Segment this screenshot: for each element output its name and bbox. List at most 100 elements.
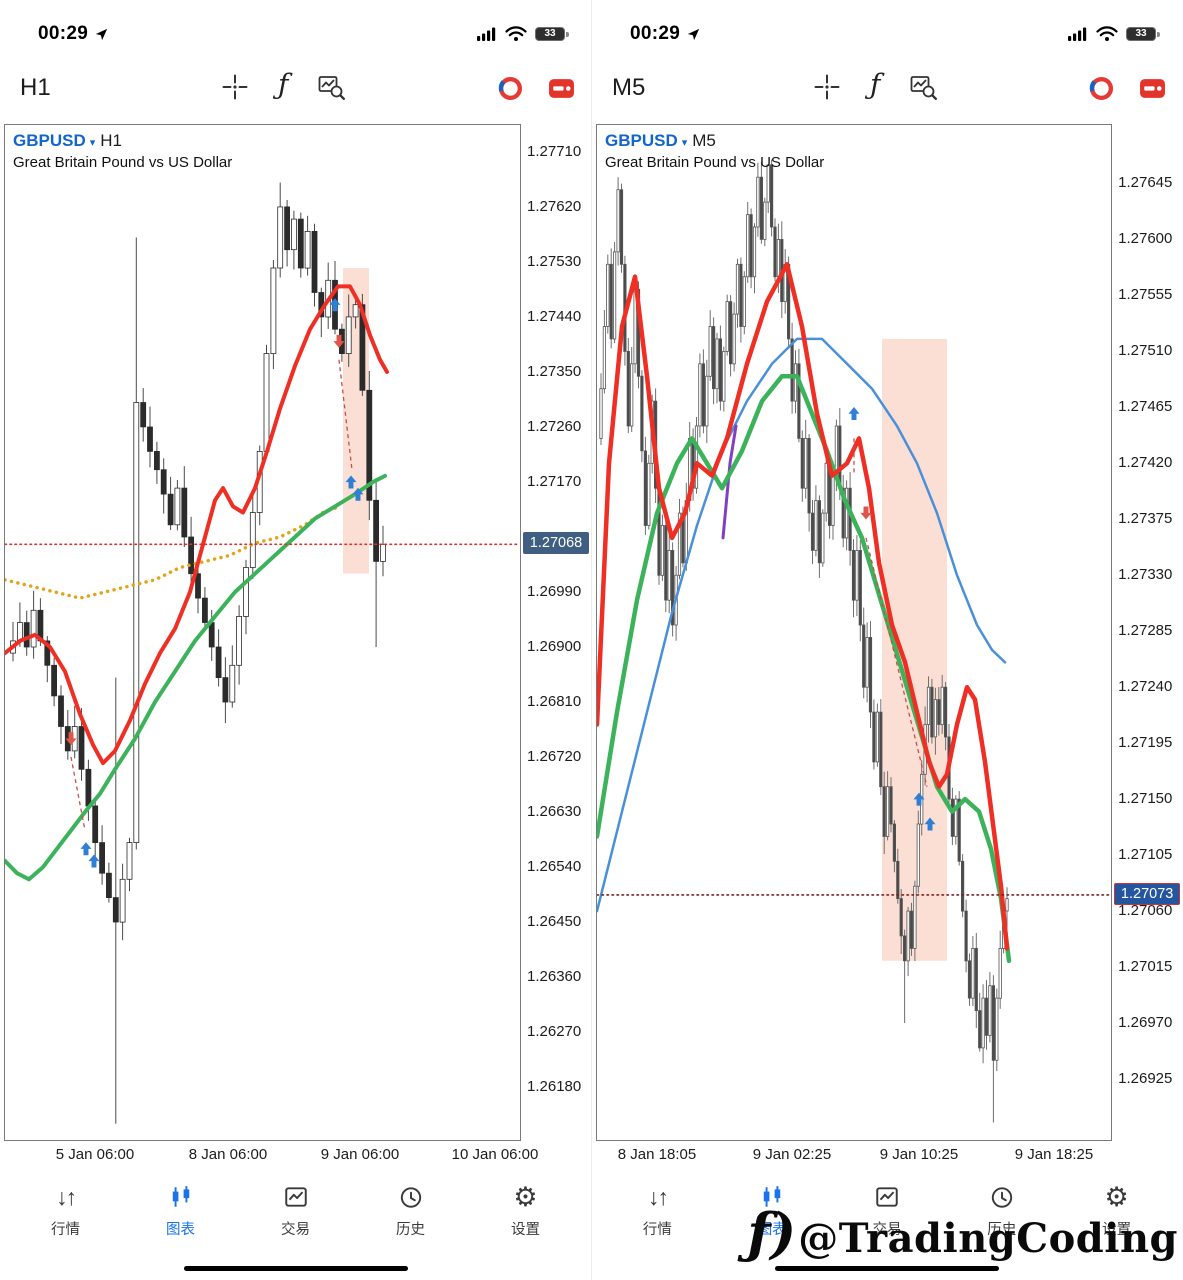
sell-arrow-icon (860, 506, 872, 520)
chart-toolbar: H1 ƒ (0, 56, 591, 124)
battery-icon: 33 (535, 27, 569, 41)
price-axis-label: 1.26925 (1118, 1069, 1173, 1087)
nav-history[interactable]: 历史 (966, 1184, 1038, 1239)
ma-red (597, 262, 1010, 951)
time-axis[interactable]: 5 Jan 06:00 8 Jan 06:00 9 Jan 06:00 10 Jan … (0, 1141, 591, 1171)
price-axis-label: 1.27330 (1118, 566, 1173, 584)
ma-green (5, 473, 387, 882)
candles (599, 159, 1009, 1123)
phone-screen-m5: 00:29 33 M5 (591, 0, 1182, 1280)
charts-icon (763, 1186, 781, 1207)
price-axis-label: 1.26540 (527, 858, 582, 876)
price-axis-label: 1.27015 (1118, 958, 1173, 976)
price-axis-label: 1.27285 (1118, 622, 1173, 640)
trade-icon (876, 1187, 898, 1207)
price-axis-label: 1.27260 (527, 417, 582, 435)
time-axis-label: 10 Jan 06:00 (451, 1146, 539, 1163)
chart-plot-m5[interactable]: GBPUSD ▾ M5 Great Britain Pound vs US Doll… (596, 124, 1113, 1141)
battery-icon: 33 (1126, 27, 1160, 41)
charts-icon (172, 1186, 189, 1207)
segment-purple (721, 424, 738, 540)
price-axis-label: 1.27350 (527, 362, 582, 380)
quotes-icon: ↓↑ (647, 1184, 669, 1210)
battery-percent: 33 (1135, 28, 1147, 39)
price-axis-label: 1.27600 (1118, 230, 1173, 248)
price-axis-label: 1.27645 (1118, 174, 1173, 192)
ma-orange-dotted (5, 504, 342, 600)
home-indicator[interactable] (775, 1266, 999, 1271)
price-axis-label: 1.27620 (527, 197, 582, 215)
indicators-f-icon[interactable]: ƒ (870, 68, 881, 101)
settings-gear-icon: ⚙ (513, 1182, 538, 1212)
buy-arrow-icon (913, 792, 925, 806)
timeframe-button[interactable]: H1 (20, 74, 51, 101)
price-axis[interactable]: 1.27645 1.27600 1.27555 1.27510 1.27465 1.274… (1113, 124, 1182, 1141)
price-axis-label: 1.27510 (1118, 342, 1173, 360)
circle-chart-icon[interactable] (1088, 75, 1115, 102)
time-axis-label: 9 Jan 06:00 (320, 1146, 400, 1163)
wifi-icon (505, 26, 527, 41)
settings-gear-icon: ⚙ (1104, 1182, 1129, 1212)
nav-settings[interactable]: ⚙ 设置 (511, 1182, 540, 1239)
price-axis-label: 1.26630 (527, 803, 582, 821)
objects-search-icon[interactable] (318, 74, 346, 101)
price-axis-label: 1.27420 (1118, 454, 1173, 472)
quotes-icon: ↓↑ (56, 1184, 77, 1210)
nav-quotes[interactable]: ↓↑ 行情 (642, 1184, 672, 1238)
nav-trade[interactable]: 交易 (260, 1184, 332, 1239)
price-axis-label: 1.27170 (527, 472, 582, 490)
price-axis-label: 1.27710 (527, 142, 582, 160)
chart-plot-h1[interactable]: GBPUSD ▾ H1 Great Britain Pound vs US Doll… (4, 124, 521, 1141)
ma-blue (597, 337, 1007, 913)
indicators-f-icon[interactable]: ƒ (278, 68, 289, 101)
nav-trade[interactable]: 交易 (851, 1184, 923, 1239)
red-panel-icon[interactable] (1139, 77, 1166, 100)
time-axis-label: 8 Jan 06:00 (188, 1146, 268, 1163)
signal-connector (865, 537, 928, 787)
crosshair-icon[interactable] (222, 74, 248, 100)
time-axis-label: 9 Jan 18:25 (1014, 1146, 1094, 1163)
phone-screen-h1: 00:29 33 H1 (0, 0, 591, 1280)
nav-quotes[interactable]: ↓↑ 行情 (51, 1184, 80, 1238)
time-axis-label: 8 Jan 18:05 (617, 1146, 697, 1163)
timeframe-button[interactable]: M5 (612, 74, 646, 101)
buy-arrow-icon (88, 854, 100, 868)
red-panel-icon[interactable] (548, 77, 575, 100)
location-arrow-icon (95, 28, 108, 40)
price-axis-label: 1.27375 (1118, 510, 1173, 528)
candlestick-chart-m5 (597, 159, 1112, 1123)
time-axis[interactable]: 8 Jan 18:05 9 Jan 02:25 9 Jan 10:25 9 Jan 1… (592, 1141, 1182, 1171)
time-axis-label: 9 Jan 10:25 (879, 1146, 959, 1163)
candles (10, 182, 386, 1124)
price-axis-label: 1.27530 (527, 252, 582, 270)
nav-history[interactable]: 历史 (375, 1184, 447, 1239)
ma-red (5, 284, 389, 766)
status-bar: 00:29 33 (0, 0, 591, 56)
bottom-nav: ↓↑ 行情 图表 交易 (0, 1171, 591, 1263)
wifi-icon (1096, 26, 1118, 41)
objects-search-icon[interactable] (910, 74, 938, 101)
highlight-band (882, 338, 947, 961)
bottom-nav: ↓↑ 行情 图表 交易 (592, 1171, 1182, 1263)
battery-percent: 33 (544, 28, 556, 39)
home-indicator[interactable] (183, 1266, 408, 1271)
nav-settings[interactable]: ⚙ 设置 (1102, 1182, 1132, 1239)
signal-connector (338, 359, 353, 470)
current-price-badge: 1.27073 (1114, 882, 1181, 905)
circle-chart-icon[interactable] (497, 75, 524, 102)
time-axis-label: 9 Jan 02:25 (752, 1146, 832, 1163)
nav-charts[interactable]: 图表 (145, 1184, 217, 1239)
nav-charts[interactable]: 图表 (736, 1184, 808, 1239)
price-axis-label: 1.26970 (1118, 1014, 1173, 1031)
sell-arrow-icon (333, 334, 345, 348)
price-axis[interactable]: 1.27710 1.27620 1.27530 1.27440 1.27350 1.272… (522, 124, 591, 1141)
price-axis-label: 1.26360 (527, 968, 582, 986)
price-axis-label: 1.27465 (1118, 398, 1173, 416)
crosshair-icon[interactable] (814, 74, 840, 100)
time-axis-label: 5 Jan 06:00 (55, 1146, 135, 1163)
price-axis-label: 1.26720 (527, 748, 582, 766)
price-axis-label: 1.26450 (527, 913, 582, 931)
current-price-badge: 1.27068 (523, 532, 589, 555)
candlestick-chart-h1 (5, 182, 520, 1124)
